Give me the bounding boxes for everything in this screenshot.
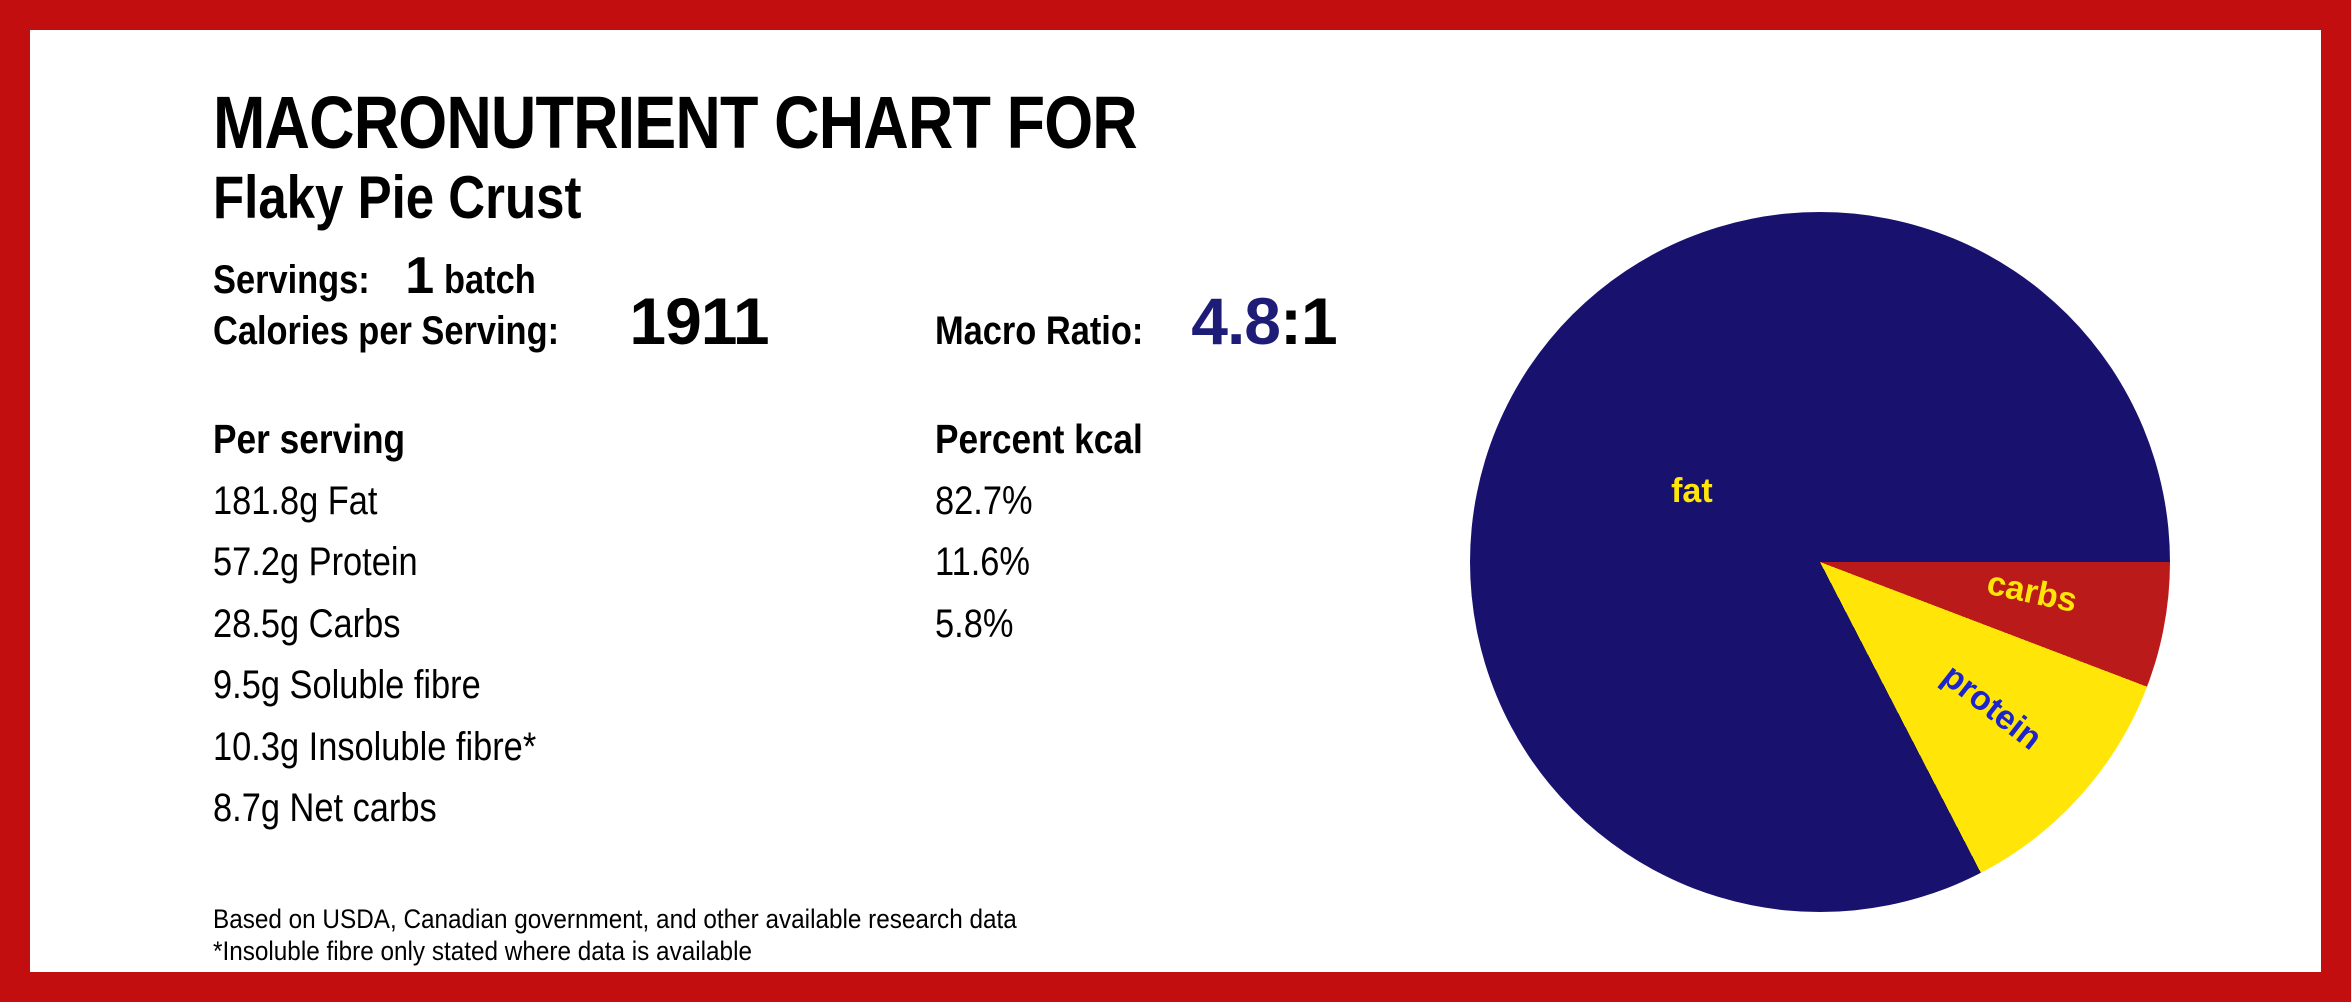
servings-label: Servings: <box>213 258 370 302</box>
table-row-amount: 57.2g Protein <box>213 540 418 584</box>
calories-line: Calories per Serving: 1911 <box>213 284 770 358</box>
pie-label-fat: fat <box>1671 472 1713 511</box>
page-title-text: MACRONUTRIENT CHART FOR <box>213 81 1138 164</box>
table-row-percent <box>935 661 1355 709</box>
macro-ratio-label: Macro Ratio: <box>935 309 1144 353</box>
footnote-source: Based on USDA, Canadian government, and … <box>213 904 1017 934</box>
macro-table: Per serving Percent kcal 181.8g Fat 82.7%… <box>213 415 1355 846</box>
table-row-percent <box>935 784 1355 832</box>
calories-value: 1911 <box>629 284 769 358</box>
pie-label-carbs: carbs <box>1983 564 2081 621</box>
servings-line: Servings: 1 batch <box>213 250 551 302</box>
recipe-name-text: Flaky Pie Crust <box>213 164 582 231</box>
footnotes: Based on USDA, Canadian government, and … <box>213 904 1106 967</box>
pie-label-protein: protein <box>1935 656 2050 758</box>
servings-unit: batch <box>444 258 536 302</box>
table-row-percent: 11.6% <box>935 540 1030 584</box>
table-row-amount: 10.3g Insoluble fibre* <box>213 724 537 769</box>
table-row-amount: 28.5g Carbs <box>213 601 401 646</box>
recipe-name: Flaky Pie Crust <box>213 168 647 228</box>
pie-chart: fat protein carbs <box>1470 212 2170 912</box>
servings-value: 1 <box>405 247 435 305</box>
table-row-percent <box>935 723 1355 771</box>
percent-kcal-header: Percent kcal <box>935 416 1143 462</box>
table-row-amount: 9.5g Soluble fibre <box>213 663 481 707</box>
table-row-amount: 8.7g Net carbs <box>213 786 437 830</box>
macro-ratio-suffix: :1 <box>1280 284 1338 358</box>
macro-ratio-value: 4.8 <box>1191 284 1281 358</box>
footnote-insoluble: *Insoluble fibre only stated where data … <box>213 935 752 966</box>
table-row-amount: 181.8g Fat <box>213 478 378 523</box>
per-serving-header: Per serving <box>213 416 406 462</box>
table-row-percent: 5.8% <box>935 601 1014 646</box>
calories-label: Calories per Serving: <box>213 309 560 353</box>
page-title: MACRONUTRIENT CHART FOR <box>213 86 1300 160</box>
macro-ratio-line: Macro Ratio: 4.8 :1 <box>935 284 1338 358</box>
table-row-percent: 82.7% <box>935 478 1033 523</box>
